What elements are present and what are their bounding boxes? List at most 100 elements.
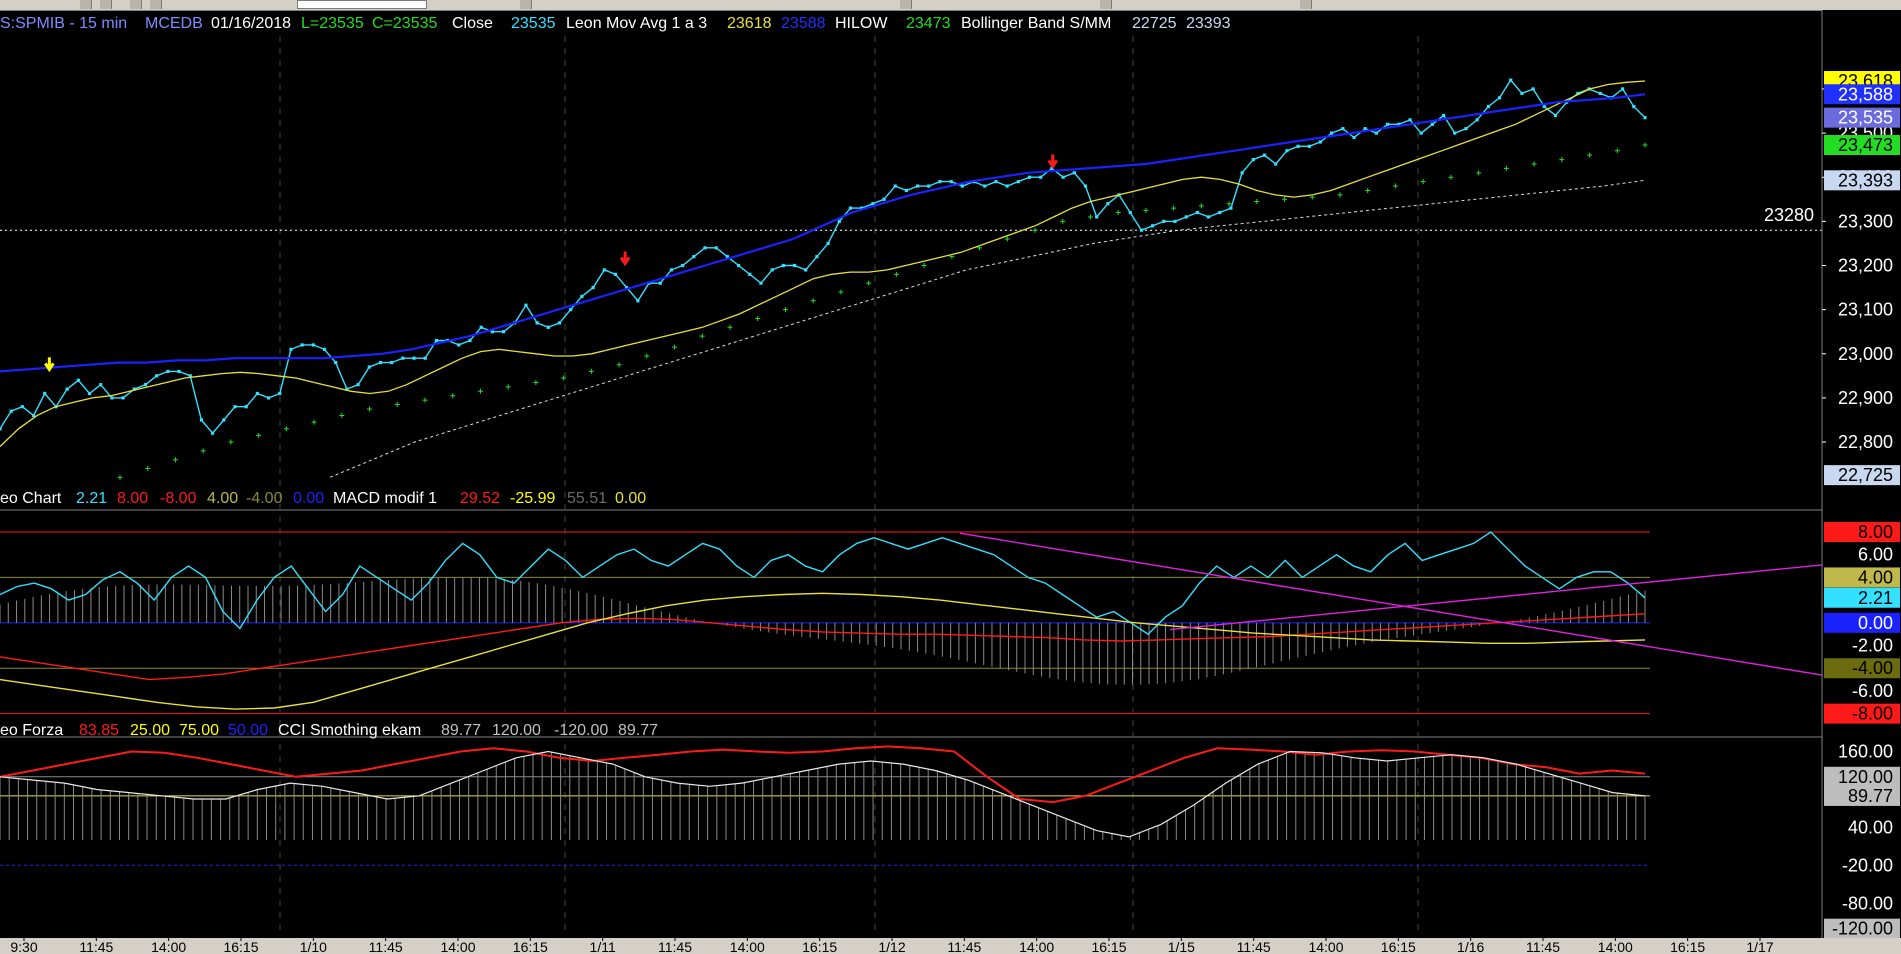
close-point — [703, 246, 707, 250]
text-tool-icon[interactable] — [1300, 0, 1312, 9]
close-point — [76, 378, 80, 382]
close-point — [1218, 210, 1222, 215]
close-point — [166, 369, 170, 374]
close-point — [457, 343, 461, 347]
zoom-out-icon[interactable] — [150, 0, 162, 9]
osc-tick-label: 6.00 — [1858, 545, 1893, 565]
chart-area[interactable]: S:SPMIB - 15 min MCEDB 01/16/2018 L=2353… — [0, 10, 1901, 938]
date-tick-label: 16:15 — [513, 939, 548, 954]
close-point — [322, 347, 327, 351]
close-point — [9, 409, 13, 413]
hilow-point — [450, 393, 456, 399]
hilow-point — [1614, 148, 1620, 154]
price-badge: 23,588 — [1824, 84, 1900, 105]
hilow-point — [1032, 227, 1038, 233]
cursor-icon[interactable] — [520, 0, 532, 9]
price-badge: 23,393 — [1824, 170, 1900, 191]
close-point — [1430, 122, 1434, 126]
close-point — [1151, 224, 1155, 228]
cci-tick-label: 40.00 — [1848, 817, 1893, 837]
close-point — [434, 338, 439, 343]
close-point — [110, 396, 114, 400]
close-point — [1632, 105, 1636, 109]
close-point — [1061, 175, 1065, 179]
hilow-point — [533, 379, 539, 385]
close-point — [736, 263, 741, 268]
hilow-point — [1309, 194, 1315, 200]
hilow-point — [117, 474, 123, 480]
close-point — [625, 285, 629, 290]
close-point — [893, 184, 897, 188]
close-point — [143, 383, 148, 387]
close-point — [613, 272, 618, 276]
close-point — [1251, 157, 1255, 162]
close-point — [501, 330, 506, 334]
crosshair-icon[interactable] — [900, 0, 912, 9]
hilow-point — [1587, 152, 1593, 158]
hilow-point — [1503, 165, 1509, 171]
osc-v1: 2.21 — [76, 490, 107, 507]
close-point — [602, 268, 606, 272]
toolbar — [0, 0, 1901, 11]
chart-candle-icon[interactable] — [100, 0, 112, 9]
cci-line — [0, 750, 1646, 838]
close-point — [983, 184, 987, 188]
price-tick-label: 23,000 — [1838, 344, 1893, 364]
draw-line-icon[interactable] — [1100, 0, 1112, 9]
close-point — [826, 241, 830, 246]
close-point — [401, 356, 405, 360]
close-point — [927, 184, 931, 188]
price-badge: 23,535 — [1824, 107, 1900, 128]
zoom-in-icon[interactable] — [130, 0, 142, 9]
close-value-label: C=23535 — [372, 15, 437, 32]
close-point — [490, 330, 494, 334]
date-tick-label: 11:45 — [947, 939, 981, 954]
close-point — [557, 321, 562, 325]
hilow-point — [228, 439, 234, 445]
bollinger-line — [329, 179, 1646, 478]
close-point — [1553, 113, 1558, 118]
svg-text:8.00: 8.00 — [1858, 522, 1893, 542]
cci-v1: 83.85 — [79, 722, 119, 739]
close-point — [1173, 219, 1177, 223]
close-point — [1330, 131, 1334, 135]
close-point — [949, 180, 953, 184]
hilow-point — [1087, 214, 1093, 220]
hilow-point — [977, 245, 983, 251]
osc-tick-label: -2.00 — [1852, 636, 1893, 656]
date-tick-label: 11:45 — [1237, 939, 1271, 954]
close-point — [1083, 184, 1088, 188]
close-point — [636, 299, 640, 303]
close-point — [43, 391, 47, 396]
close-point — [233, 405, 237, 409]
close-point — [692, 255, 696, 259]
price-tick-label: 23,300 — [1838, 211, 1893, 231]
close-point — [1419, 131, 1423, 135]
cci-badge: -120.00 — [1824, 918, 1900, 938]
cci-v6: 120.00 — [492, 722, 541, 739]
close-point — [345, 387, 349, 391]
leon-value-2: 23588 — [781, 15, 826, 32]
sell-signal-arrow — [619, 251, 631, 267]
close-point — [1195, 210, 1199, 215]
hilow-point — [699, 333, 705, 339]
date-tick-label: 16:15 — [802, 939, 837, 954]
svg-text:S:SPMIB - 15 min MCEDB: S:SPMIB - 15 min MCEDB 01/16/2018 L=2353… — [0, 15, 1231, 32]
hilow-point — [477, 388, 483, 394]
close-point — [1621, 87, 1625, 91]
close-point — [860, 206, 864, 210]
hilow-point — [1420, 179, 1426, 185]
bollinger-label: Bollinger Band S/MM — [961, 15, 1111, 32]
close-point — [1341, 127, 1345, 131]
close-point — [1296, 144, 1300, 148]
cci-tick-label: -20.00 — [1842, 855, 1893, 875]
close-point — [1397, 122, 1401, 126]
symbol-select[interactable] — [297, 0, 427, 9]
hilow-point — [672, 344, 678, 350]
hilow-point — [810, 298, 816, 304]
macd-v7: 29.52 — [460, 490, 500, 507]
svg-text:23,535: 23,535 — [1838, 108, 1893, 128]
date-tick-label: 1/16 — [1457, 939, 1484, 954]
chart-bar-icon[interactable] — [80, 0, 92, 9]
hilow-point — [311, 419, 317, 425]
